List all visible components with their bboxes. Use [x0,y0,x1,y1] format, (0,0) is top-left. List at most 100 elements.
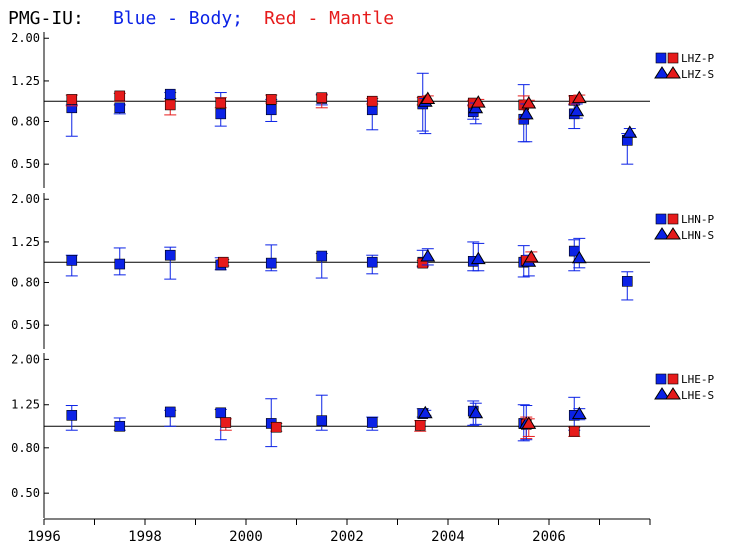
plot-layer: 0.50 0.80 1.25 2.00 LHZ-P LHZ-S 0.50 0.80 1.25 2.… [11,31,714,545]
legend-triangle-mantle [665,66,681,79]
series-lhz-s-mantle [420,90,587,109]
legend-square-mantle [667,373,679,385]
data-point-triangle [470,95,486,108]
data-point-square [220,417,232,428]
data-point-square [164,249,176,261]
legend-lhe: LHE-P LHE-S [654,373,714,402]
legend-lhn: LHN-P LHN-S [654,213,714,242]
legend-triangle-body [654,387,670,400]
data-point-square [217,256,229,268]
y-tick-label: 2.00 [11,192,40,206]
x-tick-label: 2006 [532,529,566,545]
data-point-triangle [420,249,436,262]
series-lhe-s-body [417,402,587,441]
series-lhn-s-body [420,237,587,277]
data-point-triangle [521,96,537,109]
data-point-triangle [521,416,537,429]
legend-triangle-body [654,66,670,79]
data-point-square [265,257,277,269]
y-tick-label: 0.50 [11,486,40,500]
legend-square-body [655,52,667,64]
y-tick-label: 1.25 [11,235,40,249]
data-point-square [366,417,378,428]
data-point-triangle [571,250,587,264]
y-tick-label: 0.80 [11,275,40,289]
data-point-triangle [622,125,638,138]
legend-square-mantle [667,52,679,64]
data-point-square [265,104,277,116]
legend-square-body [655,373,667,385]
series-lhz-p-body [65,72,634,165]
y-tick-label: 1.25 [11,74,40,88]
series-lhz-s-body [417,94,638,143]
legend-label-p: LHE-P [681,373,714,386]
x-axis: 1996 1998 2000 2002 2004 2006 [27,518,651,545]
data-point-square [366,256,378,268]
chart-title: PMG-IU: Blue - Body; Red - Mantle [8,8,394,29]
data-point-square [114,90,126,102]
data-point-square [366,95,378,107]
y-tick-label: 0.80 [11,441,40,455]
data-point-square [66,255,78,266]
data-point-square [164,88,176,100]
data-point-square [568,425,580,437]
data-point-triangle [468,405,484,419]
data-point-triangle [571,90,587,104]
panel-lhz: 0.50 0.80 1.25 2.00 LHZ-P LHZ-S [11,31,714,188]
data-point-square [114,102,126,114]
data-point-square [215,108,227,120]
data-point-square [114,420,126,432]
data-point-square [215,407,227,419]
panel-lhe: 0.50 0.80 1.25 2.00 LHE-P LHE-S [11,352,714,518]
legend-square-mantle [667,213,679,225]
data-point-triangle [420,91,436,105]
data-point-square [66,94,78,105]
x-tick-label: 2004 [431,529,465,545]
legend-label-s: LHE-S [681,389,714,402]
data-point-square [270,421,282,433]
x-tick-label: 2000 [229,529,263,545]
legend-triangle-body [654,227,670,240]
data-point-square [316,250,328,262]
data-point-square [621,276,633,287]
x-tick-label: 2002 [330,529,364,545]
y-tick-label: 1.25 [11,398,40,412]
data-point-square [164,406,176,418]
data-point-square [265,94,277,105]
y-tick-label: 0.50 [11,318,40,332]
title-blue-label: Blue - Body; [113,8,243,29]
legend-triangle-mantle [665,387,681,400]
legend-square-body [655,213,667,225]
data-point-square [164,99,176,111]
legend-triangle-mantle [665,227,681,240]
legend-label-p: LHZ-P [681,52,714,65]
data-point-triangle [569,103,585,117]
data-point-triangle [523,249,539,263]
title-prefix: PMG-IU: [8,8,84,29]
data-point-triangle [470,251,486,265]
data-point-triangle [518,106,534,120]
legend-label-p: LHN-P [681,213,714,226]
data-point-triangle [417,405,433,419]
series-lhe-p-body [65,394,581,448]
title-red-label: Red - Mantle [264,8,394,29]
series-lhe-s-mantle [521,416,537,437]
panel-lhn: 0.50 0.80 1.25 2.00 LHN-P LHN-S [11,192,714,349]
data-point-square [316,415,328,426]
series-lhn-p-body [65,239,634,301]
legend-label-s: LHZ-S [681,68,714,81]
data-point-square [66,410,78,421]
data-point-triangle [571,406,587,420]
y-tick-label: 2.00 [11,31,40,45]
y-tick-label: 2.00 [11,352,40,366]
series-lhn-s-mantle [523,249,539,263]
data-point-square [114,258,126,270]
x-tick-label: 1996 [27,529,61,545]
x-tick-label: 1998 [128,529,162,545]
data-point-square [316,92,328,103]
data-point-square [414,420,426,431]
y-tick-label: 0.50 [11,157,40,171]
data-point-square [215,97,227,109]
legend-label-s: LHN-S [681,229,714,242]
